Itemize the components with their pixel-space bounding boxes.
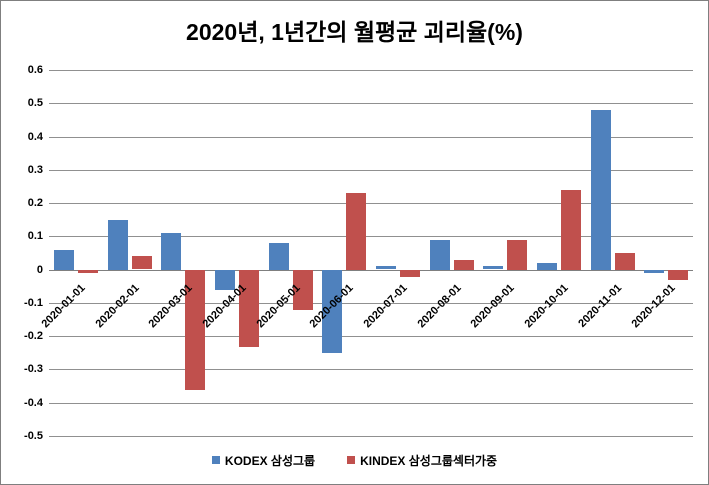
gridline bbox=[49, 369, 693, 370]
legend-item-kindex: KINDEX 삼성그룹섹터가중 bbox=[347, 454, 497, 468]
x-axis-tick-text: 2020-01-01 bbox=[39, 282, 88, 331]
x-axis-tick-text: 2020-11-01 bbox=[576, 282, 625, 330]
chart-bar bbox=[537, 263, 557, 270]
x-axis-tick-text: 2020-02-01 bbox=[93, 282, 142, 331]
legend-label: KODEX 삼성그룹 bbox=[224, 454, 316, 468]
y-axis-tick-label: 0.5 bbox=[27, 97, 43, 109]
x-axis-tick-text: 2020-09-01 bbox=[468, 282, 517, 331]
y-axis-tick-label: 0.6 bbox=[27, 64, 43, 76]
y-axis-tick-label: 0.1 bbox=[27, 230, 43, 242]
chart-bar bbox=[346, 193, 366, 270]
x-axis-tick-text: 2020-10-01 bbox=[522, 282, 571, 331]
chart-bar bbox=[239, 270, 259, 347]
x-axis-tick-text: 2020-07-01 bbox=[361, 282, 410, 331]
chart-bar bbox=[483, 266, 503, 269]
chart-bar bbox=[215, 270, 235, 290]
gridline bbox=[49, 436, 693, 437]
chart-bar bbox=[507, 240, 527, 270]
chart-bar bbox=[54, 250, 74, 270]
y-axis-tick-label: 0.2 bbox=[27, 197, 43, 209]
gridline bbox=[49, 103, 693, 104]
chart-title: 2020년, 1년간의 월평균 괴리율(%) bbox=[186, 19, 523, 45]
zero-axis-line bbox=[49, 270, 693, 271]
gridline bbox=[49, 236, 693, 237]
y-axis-tick-label: -0.3 bbox=[24, 363, 43, 375]
chart-bar bbox=[454, 260, 474, 270]
gridline bbox=[49, 170, 693, 171]
y-axis-tick-label: -0.1 bbox=[24, 297, 43, 309]
y-axis-tick-label: 0.3 bbox=[27, 164, 43, 176]
gridline bbox=[49, 303, 693, 304]
chart-bar bbox=[430, 240, 450, 270]
chart-bar bbox=[322, 270, 342, 353]
y-axis-tick-label: -0.2 bbox=[24, 330, 43, 342]
gridline bbox=[49, 137, 693, 138]
legend-swatch-blue bbox=[211, 456, 220, 464]
chart-bar bbox=[561, 190, 581, 270]
legend-swatch-red bbox=[347, 456, 356, 464]
y-axis-tick-label: 0.4 bbox=[27, 131, 43, 143]
legend-label: KINDEX 삼성그룹섹터가중 bbox=[360, 454, 498, 468]
legend-item-kodex: KODEX 삼성그룹 bbox=[211, 454, 316, 468]
chart-bar bbox=[400, 270, 420, 277]
y-axis-tick-label: -0.4 bbox=[24, 397, 43, 409]
chart-bar bbox=[78, 270, 98, 273]
x-axis-tick-text: 2020-08-01 bbox=[415, 282, 464, 331]
chart-bar bbox=[644, 270, 664, 273]
gridline bbox=[49, 70, 693, 71]
chart-bar bbox=[161, 233, 181, 270]
gridline bbox=[49, 203, 693, 204]
y-axis-tick-label: -0.5 bbox=[24, 430, 43, 442]
x-axis-tick-text: 2020-12-01 bbox=[629, 282, 678, 331]
chart-bar bbox=[108, 220, 128, 270]
chart-bar bbox=[269, 243, 289, 270]
chart-bar bbox=[132, 256, 152, 269]
chart-bar bbox=[376, 266, 396, 269]
legend: KODEX 삼성그룹 KINDEX 삼성그룹섹터가중 bbox=[1, 454, 708, 468]
chart-bar bbox=[668, 270, 688, 280]
gridline bbox=[49, 403, 693, 404]
chart-bar bbox=[293, 270, 313, 310]
chart-bar bbox=[615, 253, 635, 270]
chart-bar bbox=[185, 270, 205, 390]
chart-bar bbox=[591, 110, 611, 270]
gridline bbox=[49, 336, 693, 337]
y-axis-tick-label: 0 bbox=[36, 264, 43, 276]
